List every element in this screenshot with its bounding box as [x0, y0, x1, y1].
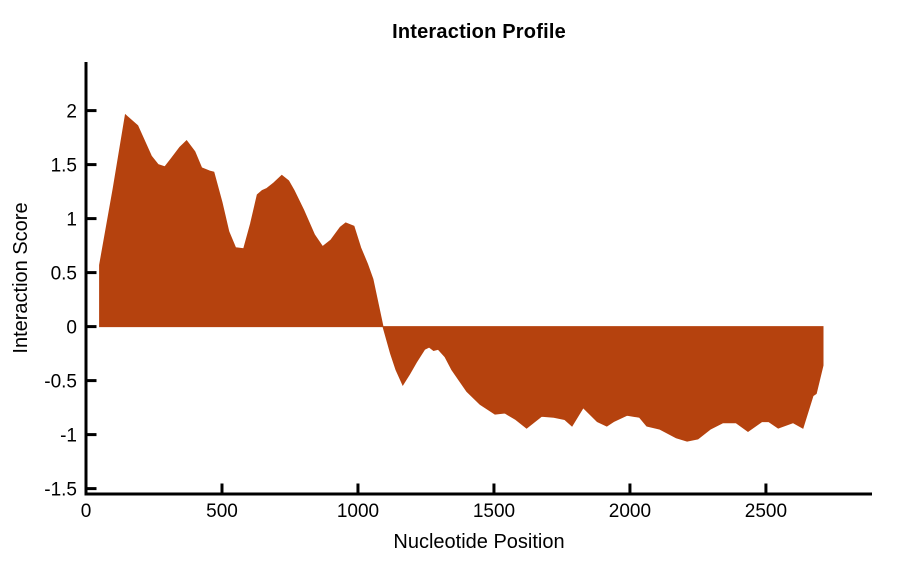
- x-tick-label: 0: [81, 501, 92, 522]
- chart-title: Interaction Profile: [392, 21, 566, 43]
- y-tick-label: 0: [66, 318, 77, 339]
- x-tick-label: 500: [206, 501, 238, 522]
- x-tick-label: 2500: [745, 501, 787, 522]
- y-axis-label: Interaction Score: [10, 202, 32, 354]
- area-series: [99, 113, 824, 442]
- y-tick-label: -1: [60, 426, 77, 447]
- x-tick-label: 2000: [609, 501, 651, 522]
- y-tick-label: 1.5: [51, 156, 77, 177]
- x-tick-label: 1000: [337, 501, 379, 522]
- axis-lines: [84, 62, 872, 496]
- y-tick-label: 2: [66, 102, 77, 123]
- y-tick-label: 0.5: [51, 264, 77, 285]
- y-tick-label: -1.5: [44, 480, 77, 501]
- x-tick-label: 1500: [473, 501, 515, 522]
- x-axis-label: Nucleotide Position: [393, 531, 565, 553]
- y-tick-label: 1: [66, 210, 77, 231]
- y-tick-label: -0.5: [44, 372, 77, 393]
